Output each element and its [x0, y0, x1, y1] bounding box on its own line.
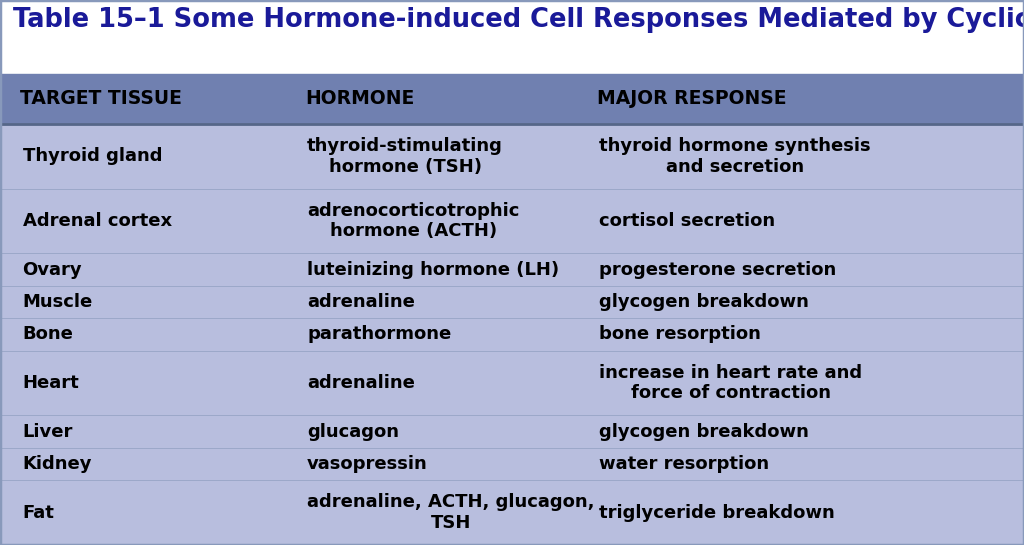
Text: vasopressin: vasopressin — [307, 455, 428, 473]
Text: cortisol secretion: cortisol secretion — [599, 212, 775, 230]
Text: glucagon: glucagon — [307, 422, 399, 440]
Bar — [0, 74, 1024, 124]
Text: triglyceride breakdown: triglyceride breakdown — [599, 504, 835, 522]
Text: glycogen breakdown: glycogen breakdown — [599, 422, 809, 440]
Text: Liver: Liver — [23, 422, 73, 440]
Text: HORMONE: HORMONE — [305, 89, 415, 108]
Text: Muscle: Muscle — [23, 293, 93, 311]
Text: adrenocorticotrophic
hormone (ACTH): adrenocorticotrophic hormone (ACTH) — [307, 202, 519, 240]
Text: thyroid hormone synthesis
and secretion: thyroid hormone synthesis and secretion — [599, 137, 870, 175]
Text: Ovary: Ovary — [23, 261, 82, 278]
Text: water resorption: water resorption — [599, 455, 769, 473]
Text: adrenaline: adrenaline — [307, 374, 415, 392]
Text: luteinizing hormone (LH): luteinizing hormone (LH) — [307, 261, 559, 278]
Text: adrenaline: adrenaline — [307, 293, 415, 311]
Text: Fat: Fat — [23, 504, 54, 522]
Text: Thyroid gland: Thyroid gland — [23, 147, 162, 165]
Text: progesterone secretion: progesterone secretion — [599, 261, 837, 278]
Text: Adrenal cortex: Adrenal cortex — [23, 212, 172, 230]
Text: adrenaline, ACTH, glucagon,
TSH: adrenaline, ACTH, glucagon, TSH — [307, 493, 595, 532]
Text: Table 15–1 Some Hormone-induced Cell Responses Mediated by Cyclic AMP: Table 15–1 Some Hormone-induced Cell Res… — [13, 7, 1024, 33]
Text: Heart: Heart — [23, 374, 79, 392]
Text: MAJOR RESPONSE: MAJOR RESPONSE — [597, 89, 786, 108]
Text: increase in heart rate and
force of contraction: increase in heart rate and force of cont… — [599, 364, 862, 402]
Text: TARGET TISSUE: TARGET TISSUE — [20, 89, 182, 108]
Text: glycogen breakdown: glycogen breakdown — [599, 293, 809, 311]
Text: bone resorption: bone resorption — [599, 325, 761, 343]
Bar — [0, 124, 1024, 545]
Text: parathormone: parathormone — [307, 325, 452, 343]
Text: thyroid-stimulating
hormone (TSH): thyroid-stimulating hormone (TSH) — [307, 137, 503, 175]
Text: Kidney: Kidney — [23, 455, 92, 473]
Bar — [0, 0, 1024, 74]
Text: Bone: Bone — [23, 325, 74, 343]
